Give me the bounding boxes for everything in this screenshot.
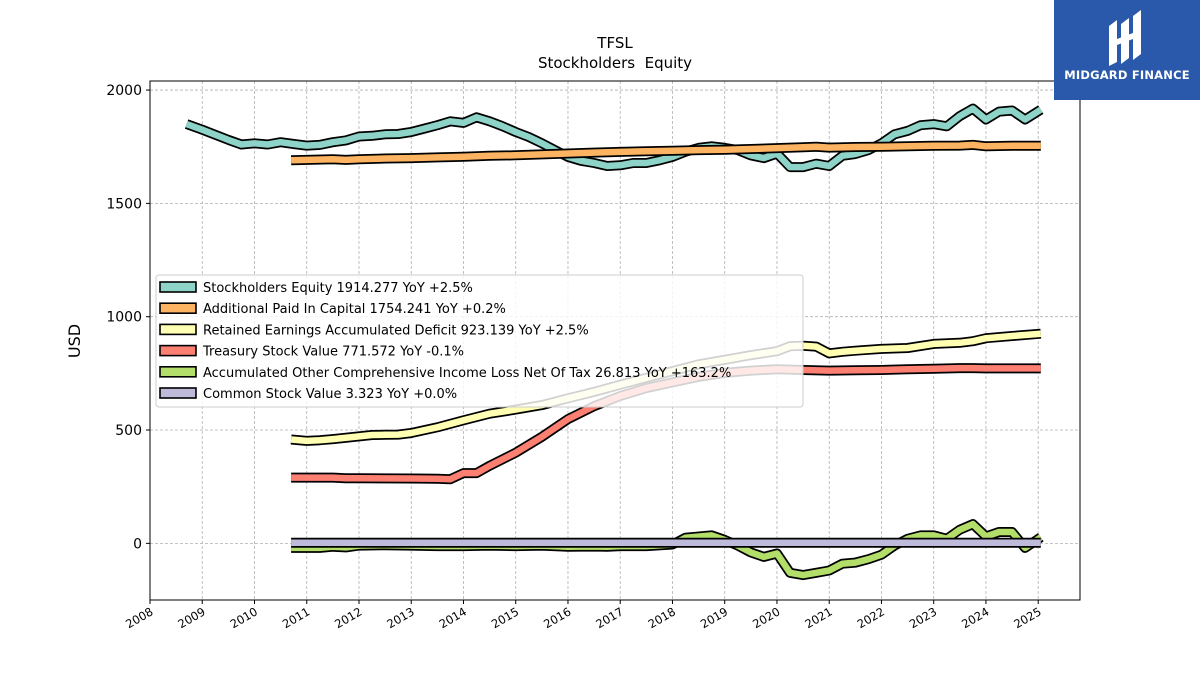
legend-label: Common Stock Value 3.323 YoY +0.0% xyxy=(203,387,457,402)
y-tick-label: 1000 xyxy=(106,310,142,326)
chart-subtitle: Stockholders Equity xyxy=(538,54,692,72)
legend-swatch xyxy=(159,302,197,315)
legend-swatch xyxy=(159,281,197,293)
x-tick-label: 2018 xyxy=(646,604,678,631)
x-tick-label: 2023 xyxy=(907,604,939,631)
legend-swatch xyxy=(159,344,197,357)
x-tick-label: 2011 xyxy=(280,604,312,631)
x-tick-label: 2016 xyxy=(541,604,573,631)
legend-label: Treasury Stock Value 771.572 YoY -0.1% xyxy=(202,345,464,360)
legend-box xyxy=(155,274,804,408)
legend-swatch xyxy=(159,323,197,336)
midgard-finance-logo: MIDGARD FINANCE xyxy=(1054,0,1200,100)
x-tick-label: 2017 xyxy=(593,604,625,631)
y-axis-label: USD xyxy=(65,324,84,358)
x-tick-label: 2009 xyxy=(175,604,207,631)
x-tick-label: 2012 xyxy=(332,604,364,631)
legend-label: Accumulated Other Comprehensive Income L… xyxy=(203,366,731,381)
x-tick-label: 2019 xyxy=(698,604,730,631)
x-tick-label: 2014 xyxy=(437,604,469,631)
series-line-0 xyxy=(185,105,1043,171)
legend-label: Retained Earnings Accumulated Deficit 92… xyxy=(203,323,589,338)
x-tick-label: 2021 xyxy=(802,604,834,631)
legend-label: Stockholders Equity 1914.277 YoY +2.5% xyxy=(203,281,473,296)
x-tick-label: 2022 xyxy=(855,604,887,631)
x-tick-label: 2024 xyxy=(959,604,991,631)
chart-title: TFSL xyxy=(596,34,633,52)
x-tick-label: 2025 xyxy=(1011,604,1043,631)
legend-swatch xyxy=(159,365,197,378)
x-tick-label: 2020 xyxy=(750,604,782,631)
logo-text: MIDGARD FINANCE xyxy=(1064,68,1190,82)
y-tick-label: 500 xyxy=(115,423,142,439)
legend-swatch xyxy=(159,387,197,399)
plot-frame xyxy=(149,80,1081,601)
series-outline-4 xyxy=(291,519,1044,581)
logo-mark-icon xyxy=(1109,10,1141,66)
y-tick-label: 0 xyxy=(133,536,142,552)
x-tick-label: 2008 xyxy=(123,604,155,631)
x-tick-label: 2015 xyxy=(489,604,521,631)
y-tick-label: 2000 xyxy=(106,83,142,99)
legend-label: Additional Paid In Capital 1754.241 YoY … xyxy=(203,302,506,317)
series-line-1 xyxy=(291,141,1041,164)
x-tick-label: 2013 xyxy=(384,604,416,631)
y-tick-label: 1500 xyxy=(106,196,142,212)
x-tick-label: 2010 xyxy=(228,604,260,631)
legend: Stockholders Equity 1914.277 YoY +2.5% Ad… xyxy=(155,274,804,408)
